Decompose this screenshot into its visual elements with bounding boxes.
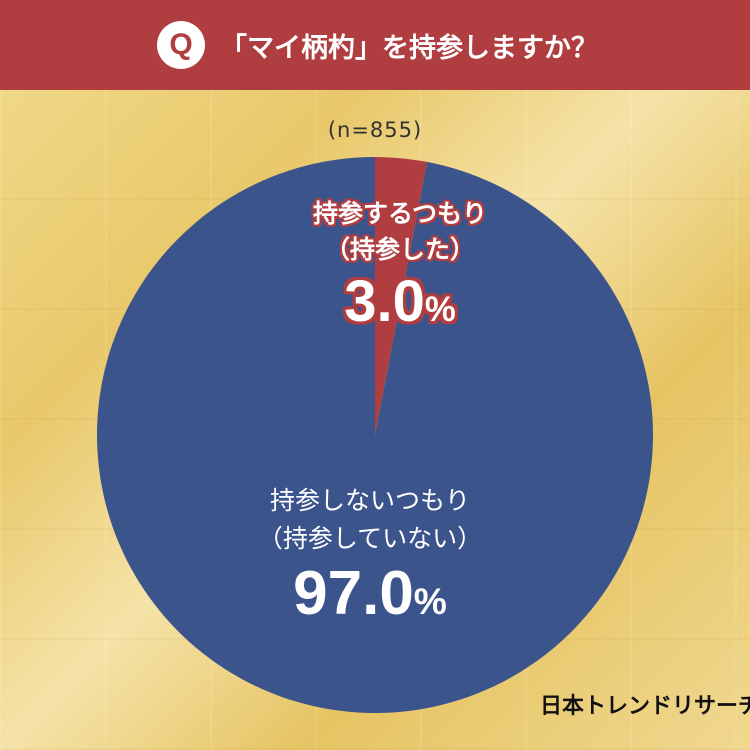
slice-label-yes: 持参するつもり （持参した） [300,196,500,268]
sample-size: (n=855) [327,118,423,142]
slice-label-no: 持参しないつもり （持参していない） [220,482,520,558]
slice-label-no-line1: 持参しないつもり [269,486,470,515]
slice-label-no-line2: （持参していない） [257,524,483,553]
slice-value-yes-unit: % [424,290,456,329]
pie-slice-yes [375,157,428,435]
q-badge: Q [157,21,205,69]
slice-label-yes-line2: （持参した） [324,235,475,264]
slice-value-yes-number: 3.0 [344,269,425,334]
slice-label-yes-line1: 持参するつもり [312,199,487,228]
pie-slice-no [96,157,653,713]
slice-value-no-number: 97.0 [293,559,414,628]
slice-value-no-unit: % [413,580,447,622]
brand-logo: 日本トレンドリサーチ [540,694,750,719]
slice-value-no: 97.0% [220,558,520,629]
question-header: Q 「マイ柄杓」を持参しますか？ [0,0,750,90]
slice-value-yes: 3.0% [300,268,500,335]
question-text: 「マイ柄杓」を持参しますか？ [220,32,598,64]
